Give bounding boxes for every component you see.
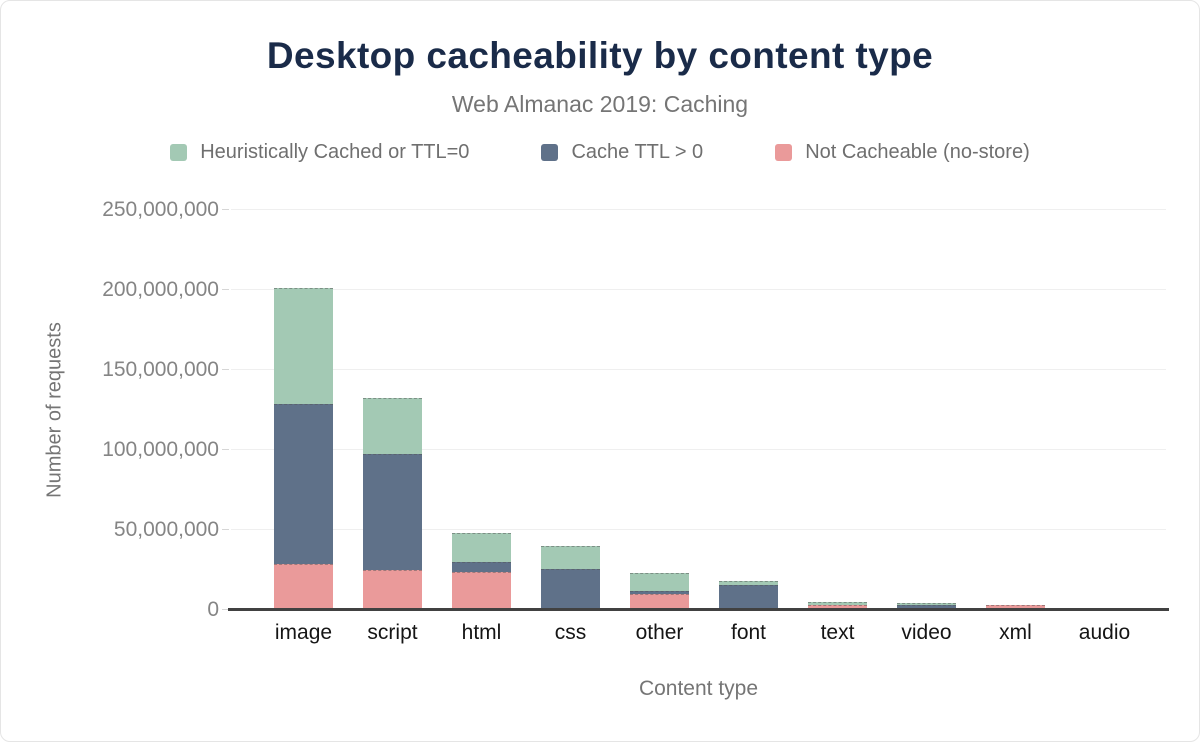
y-axis-tick-label: 50,000,000 [113,518,219,541]
bar-segment-heuristically-cached-or-ttl-0 [808,602,867,606]
stacked-bar-css [541,546,600,610]
plot-area [222,209,1169,611]
stacked-bar-text [808,602,867,610]
x-axis-category-labels: image script html css other font text video xml a… [259,621,1149,645]
legend-item-not-cacheable-no-store[interactable]: Not Cacheable (no-store) [775,141,1030,164]
y-axis-tick-mark [222,369,229,370]
bar-group-video [882,210,971,610]
stacked-bar-image [274,288,333,610]
x-axis-tick-label-other: other [635,621,684,644]
bar-segment-heuristically-cached-or-ttl-0 [274,288,333,404]
legend-label: Heuristically Cached or TTL=0 [200,141,470,163]
y-axis-tick-mark [222,209,229,210]
bar-group-other [615,210,704,610]
y-axis-tick-mark [222,289,229,290]
bar-segment-heuristically-cached-or-ttl-0 [719,581,778,586]
x-axis-tick-label-image: image [274,621,333,644]
legend-item-heuristically-cached-or-ttl-0[interactable]: Heuristically Cached or TTL=0 [170,141,469,164]
x-axis-tick-label-html: html [461,621,502,644]
y-axis-tick-mark [222,529,229,530]
bar-segment-heuristically-cached-or-ttl-0 [363,398,422,454]
legend-swatch-icon [170,144,188,161]
gridline [231,449,1166,450]
x-axis-tick-label-text: text [820,621,855,644]
x-axis-tick-label-video: video [901,621,952,644]
bar-segment-not-cacheable-no-store [452,571,511,610]
bar-segment-cache-ttl-0 [452,562,511,572]
x-axis-tick-label-font: font [730,621,767,644]
bar-segment-cache-ttl-0 [274,403,333,564]
bar-segment-cache-ttl-0 [541,569,600,610]
y-axis-tick-label: 250,000,000 [102,198,219,221]
stacked-bar-xml [986,605,1045,610]
bar-segment-not-cacheable-no-store [363,570,422,610]
x-axis-tick-label-xml: xml [999,621,1032,644]
y-axis-tick-label: 0 [207,598,219,621]
chart-subtitle: Web Almanac 2019: Caching [451,91,749,117]
legend: Heuristically Cached or TTL=0 Cache TTL >… [1,141,1199,164]
stacked-bar-font [719,581,778,610]
bar-segment-not-cacheable-no-store [274,563,333,610]
bar-segment-cache-ttl-0 [897,605,956,610]
bar-group-audio [1060,210,1149,610]
bar-segment-cache-ttl-0 [719,585,778,610]
x-axis-tick-label-css: css [554,621,587,644]
gridline [231,529,1166,530]
bar-segment-heuristically-cached-or-ttl-0 [897,602,956,606]
bar-group-font [704,210,793,610]
y-axis-tick-labels: 0 50,000,000 100,000,000 150,000,000 200,000… [1,198,219,621]
stacked-bar-video [897,602,956,610]
bar-group-html [437,210,526,610]
bar-segment-heuristically-cached-or-ttl-0 [630,573,689,592]
bar-segment-not-cacheable-no-store [630,594,689,610]
bar-group-css [526,210,615,610]
legend-item-cache-ttl-0[interactable]: Cache TTL > 0 [541,141,703,164]
x-axis-line [228,608,1169,611]
gridline [231,209,1166,210]
bar-group-image [259,210,348,610]
bar-group-text [793,210,882,610]
y-axis-tick-mark [222,449,229,450]
bar-segment-heuristically-cached-or-ttl-0 [541,546,600,570]
stacked-bar-html [452,533,511,610]
legend-swatch-icon [775,144,793,161]
bar-segment-cache-ttl-0 [363,454,422,570]
y-axis-tick-label: 100,000,000 [102,438,219,461]
x-axis-tick-label-script: script [367,621,418,644]
legend-label: Cache TTL > 0 [571,141,704,163]
y-axis-tick-label: 150,000,000 [102,358,219,381]
bars-band [259,210,1149,610]
bar-group-script [348,210,437,610]
gridline [231,369,1166,370]
stacked-bar-other [630,573,689,610]
bar-segment-not-cacheable-no-store [986,605,1045,610]
page-title: Desktop cacheability by content type [266,35,934,76]
bar-group-xml [971,210,1060,610]
bar-segment-heuristically-cached-or-ttl-0 [452,533,511,563]
bar-segment-cache-ttl-0 [630,591,689,594]
bar-segment-not-cacheable-no-store [808,605,867,610]
y-axis-tick-label: 200,000,000 [102,278,219,301]
legend-swatch-icon [541,144,559,161]
x-axis-tick-label-audio: audio [1078,621,1131,644]
gridline [231,289,1166,290]
x-axis-title: Content type [638,677,759,700]
legend-label: Not Cacheable (no-store) [805,141,1030,163]
y-axis-tick-mark [222,609,229,610]
stacked-bar-script [363,398,422,610]
